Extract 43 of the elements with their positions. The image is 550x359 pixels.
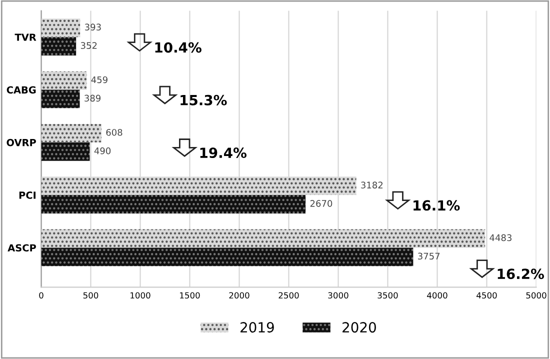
- annotation: 15.3%: [180, 94, 227, 106]
- annotation: 16.1%: [414, 200, 460, 211]
- y-tick-label: CABG: [6, 86, 36, 94]
- x-tick-label: 500: [83, 292, 98, 299]
- x-tick-label: 4000: [427, 292, 448, 299]
- x-tick-label: 4500: [476, 292, 497, 299]
- annotation: 10.4%: [155, 42, 202, 53]
- x-tick-label: 2500: [278, 292, 299, 299]
- bar: [41, 229, 486, 248]
- y-tick-label: ASCP: [8, 244, 36, 252]
- data-label: 490: [94, 147, 111, 154]
- bar: [41, 18, 80, 38]
- bar: [41, 71, 87, 90]
- data-label: 389: [84, 94, 101, 102]
- y-tick-label: TVR: [14, 34, 36, 41]
- y-tick-label: PCI: [19, 192, 36, 199]
- x-tick-label: 1000: [130, 292, 150, 299]
- annotation: 16.2%: [498, 268, 544, 280]
- x-tick-label: 5000: [526, 292, 546, 299]
- y-tick-label: OVRP: [6, 138, 36, 146]
- bar: [41, 176, 356, 196]
- data-label: 352: [80, 42, 97, 49]
- data-label: 3182: [361, 182, 383, 188]
- data-label: 2670: [310, 200, 332, 207]
- bar: [41, 37, 76, 56]
- data-label: 393: [85, 24, 101, 30]
- x-tick-label: 3000: [328, 292, 348, 299]
- x-tick-label: 1500: [180, 292, 200, 299]
- bar: [41, 142, 90, 161]
- legend-label: 2019: [240, 322, 274, 333]
- data-label: 4483: [490, 234, 512, 242]
- data-label: 459: [91, 76, 108, 84]
- annotation: 19.4%: [200, 148, 246, 158]
- bar: [41, 124, 102, 142]
- data-label: 3757: [418, 252, 440, 260]
- bar: [41, 248, 414, 266]
- legend-label: 2020: [342, 322, 376, 333]
- x-tick-label: 0: [39, 292, 44, 299]
- bar: [41, 90, 80, 108]
- data-label: 608: [106, 128, 122, 136]
- x-tick-label: 2000: [229, 292, 250, 299]
- x-tick-label: 3500: [378, 292, 398, 299]
- bar: [41, 195, 306, 214]
